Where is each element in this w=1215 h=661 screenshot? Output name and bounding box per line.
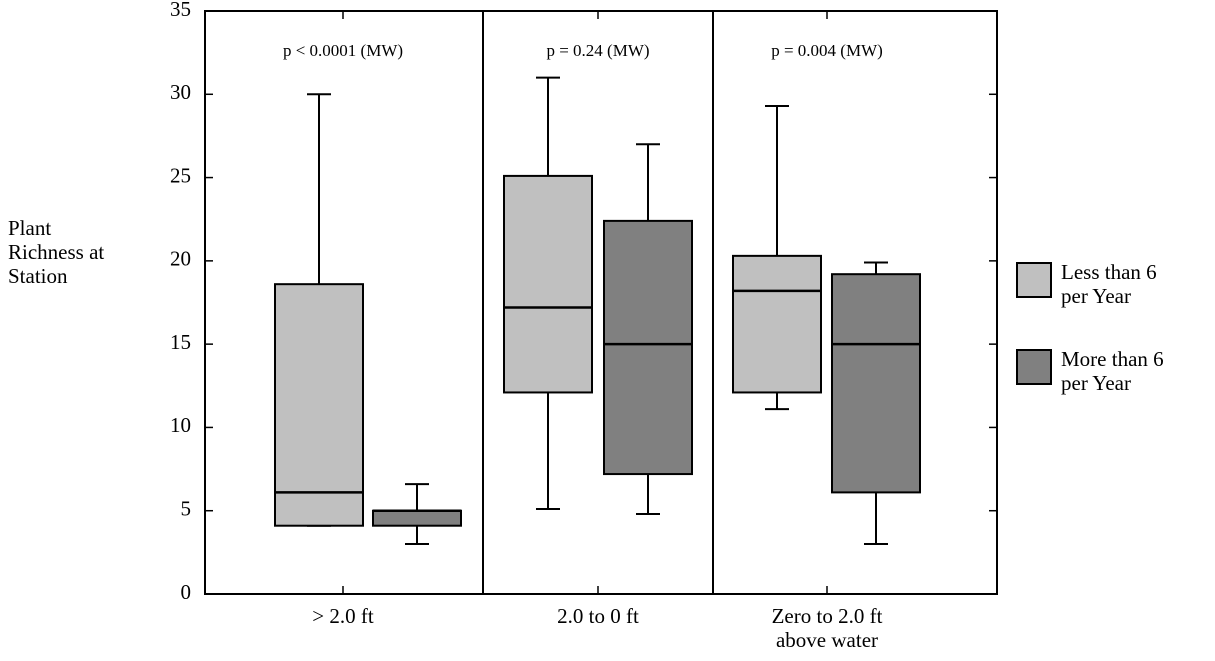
x-tick-label: 2.0 to 0 ft: [557, 604, 639, 628]
y-tick-label: 0: [181, 580, 192, 604]
legend-swatch: [1016, 262, 1052, 298]
annotation: p = 0.24 (MW): [546, 41, 649, 60]
box: [603, 219, 693, 476]
box: [732, 254, 822, 394]
annotation: p = 0.004 (MW): [771, 41, 883, 60]
legend-swatch: [1016, 349, 1052, 385]
y-tick-label: 5: [181, 497, 192, 521]
x-tick-label: Zero to 2.0 ft above water: [771, 604, 883, 652]
y-tick-label: 20: [170, 247, 191, 271]
x-tick-label: > 2.0 ft: [312, 604, 374, 628]
y-tick-label: 10: [170, 413, 191, 437]
box: [831, 273, 921, 494]
y-axis-label: Plant Richness at Station: [8, 216, 105, 288]
box: [372, 509, 462, 527]
legend-label: More than 6 per Year: [1061, 347, 1164, 395]
box: [274, 283, 364, 527]
y-tick-label: 30: [170, 80, 191, 104]
y-tick-label: 25: [170, 163, 191, 187]
plot-frame: [204, 10, 998, 595]
legend-label: Less than 6 per Year: [1061, 260, 1157, 308]
box: [503, 174, 593, 394]
y-tick-label: 35: [170, 0, 191, 21]
annotation: p < 0.0001 (MW): [283, 41, 403, 60]
y-tick-label: 15: [170, 330, 191, 354]
